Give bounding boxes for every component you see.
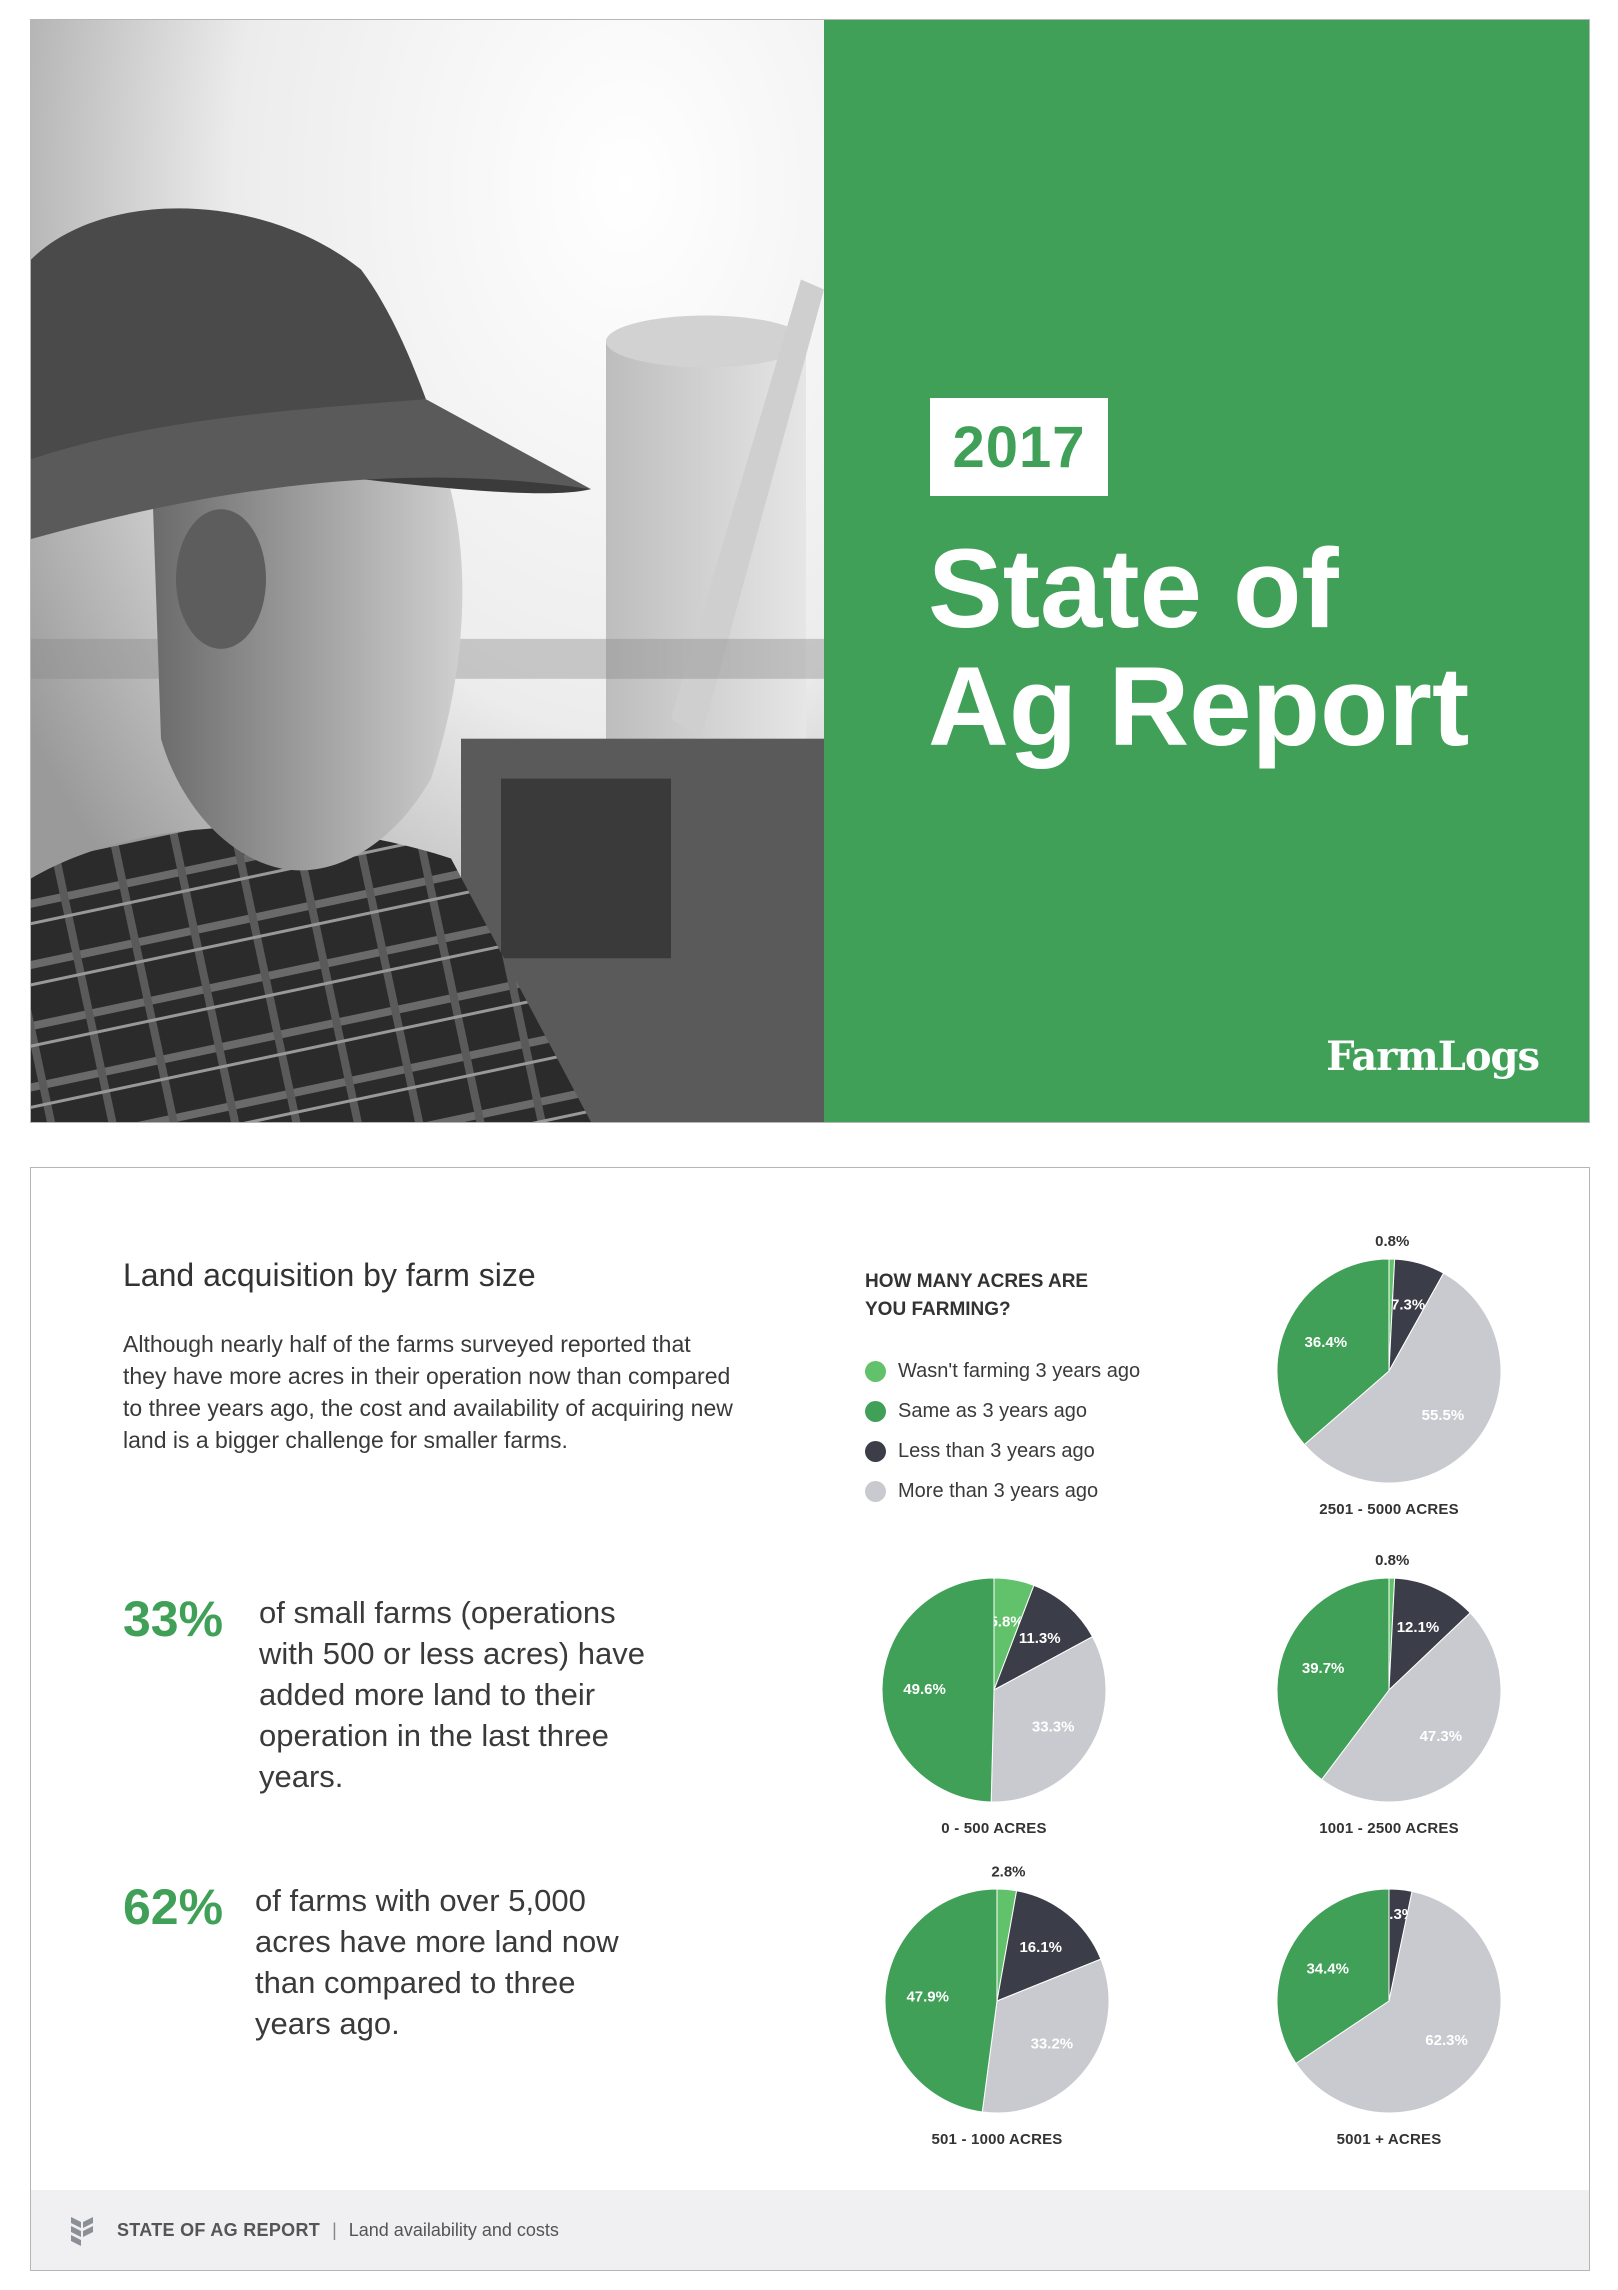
pie-slice-label: 34.4% xyxy=(1306,1960,1349,1977)
pie-slice xyxy=(993,1584,1094,1692)
pie-chart: 3.3% 62.3% 34.4% 5001 + ACRES xyxy=(1229,1863,1549,2163)
pie-slice-label: 47.3% xyxy=(1420,1728,1463,1745)
pie-slice xyxy=(1276,1888,1390,2065)
year-badge: 2017 xyxy=(930,398,1108,496)
farmlogs-logo: FarmLogs xyxy=(1326,1033,1540,1080)
pie-slice-label: 12.1% xyxy=(1397,1619,1440,1636)
section-title: Land acquisition by farm size xyxy=(123,1257,536,1293)
legend-swatch xyxy=(865,1480,886,1502)
footer-title: STATE OF AG REPORT xyxy=(117,2219,321,2240)
stat-text: of farms with over 5,000 acres have more… xyxy=(255,1883,619,2041)
pie-slice xyxy=(1303,1272,1502,1484)
pie-svg: 3.3%62.3%34.4% xyxy=(1276,1888,1502,2114)
pie-slice xyxy=(1320,1612,1502,1803)
pie-slice-label: 39.7% xyxy=(1302,1660,1345,1677)
pie-slice-label: 33.2% xyxy=(1031,2036,1074,2053)
pie-slice-label: 47.9% xyxy=(906,1988,949,2005)
pie-chart: 0.8% 7.3% 55.5% 36.4% 2501 - 5000 ACRES xyxy=(1229,1233,1549,1533)
pie-chart: 0.8% 12.1% 47.3% 39.7% 1001 - 2500 ACRES xyxy=(1229,1552,1549,1852)
legend-item: More than 3 years ago xyxy=(865,1471,1140,1511)
pie-svg: 5.8%11.3% 33.3% 49.6% xyxy=(881,1577,1107,1803)
legend-swatch xyxy=(865,1440,886,1462)
pie-slice-label: 55.5% xyxy=(1422,1407,1465,1424)
pie-caption: 501 - 1000 ACRES xyxy=(931,2131,1063,2148)
report-title-line1: State of xyxy=(928,526,1339,651)
pie-svg: 0.8% 12.1% 47.3% 39.7% xyxy=(1276,1552,1502,1803)
wheat-logo-icon xyxy=(71,2217,93,2246)
pie-slice-label: 62.3% xyxy=(1425,2032,1468,2049)
pie-svg: 0.8% 7.3% 55.5% 36.4% xyxy=(1276,1233,1502,1484)
pie-slice-label: 2.8% xyxy=(991,1864,1025,1881)
pie-chart: 5.8% 11.3% 33.3% 49.6% 0 - 500 ACRES xyxy=(834,1552,1154,1852)
pie-slice-label: 36.4% xyxy=(1305,1334,1348,1351)
intro-paragraph: Although nearly half of the farms survey… xyxy=(123,1331,733,1453)
pie-slice-label: 49.6% xyxy=(903,1681,946,1698)
stat-value: 33% xyxy=(123,1591,224,1647)
stat-large-farms: 62% of farms with over 5,000 acres have … xyxy=(123,1880,655,2044)
pie-slice-label: 0.8% xyxy=(1375,1233,1409,1250)
pie-slice xyxy=(1276,1577,1390,1781)
legend-swatch xyxy=(865,1400,886,1422)
year-label: 2017 xyxy=(952,414,1086,480)
legend-label: Same as 3 years ago xyxy=(898,1399,1087,1422)
pie-slice xyxy=(1295,1890,1502,2114)
pie-slice-label: 0.8% xyxy=(1375,1552,1409,1569)
content-page: Land acquisition by farm size Although n… xyxy=(30,1167,1590,2271)
pie-slice-label: 7.3% xyxy=(1391,1296,1425,1313)
stat-value: 62% xyxy=(123,1879,224,1935)
pie-slice xyxy=(990,1635,1107,1803)
cover-page: 2017 State of Ag Report FarmLogs xyxy=(30,19,1590,1123)
legend-item: Same as 3 years ago xyxy=(865,1391,1140,1431)
pie-caption: 5001 + ACRES xyxy=(1336,2131,1442,2148)
pie-chart: 2.8% 16.1% 33.2% 47.9% 501 - 1000 ACRES xyxy=(837,1863,1157,2163)
pie-slice xyxy=(996,1890,1102,2002)
pie-slice xyxy=(981,1958,1110,2114)
legend-label: Wasn't farming 3 years ago xyxy=(898,1359,1141,1382)
footer-subtitle: Land availability and costs xyxy=(348,2219,559,2240)
pie-slice xyxy=(1388,1577,1471,1692)
stat-small-farms: 33% of small farms (operations with 500 … xyxy=(123,1592,659,1797)
legend-label: More than 3 years ago xyxy=(898,1479,1099,1502)
pie-caption: 1001 - 2500 ACRES xyxy=(1319,1820,1459,1837)
cover-title-panel: 2017 State of Ag Report FarmLogs xyxy=(824,20,1589,1122)
report-title: State of Ag Report xyxy=(928,530,1568,766)
pie-svg: 2.8% 16.1% 33.2% 47.9% xyxy=(884,1864,1110,2114)
legend-label: Less than 3 years ago xyxy=(898,1439,1095,1462)
pie-caption: 0 - 500 ACRES xyxy=(941,1820,1047,1837)
farmer-photo-icon xyxy=(31,20,824,1122)
footer-separator: | xyxy=(332,2219,337,2240)
pie-slice-label: 16.1% xyxy=(1019,1939,1062,1956)
page-footer: STATE OF AG REPORT | Land availability a… xyxy=(31,2190,1589,2270)
pie-slice-label: 5.8% xyxy=(989,1614,1023,1631)
pie-slice-label: 11.3% xyxy=(1019,1630,1061,1647)
report-title-line2: Ag Report xyxy=(928,644,1470,769)
chart-legend: Wasn't farming 3 years ago Same as 3 yea… xyxy=(865,1351,1140,1511)
legend-item: Less than 3 years ago xyxy=(865,1431,1140,1471)
pie-caption: 2501 - 5000 ACRES xyxy=(1319,1501,1459,1518)
stat-text: of small farms (operations with 500 or l… xyxy=(259,1595,645,1794)
legend-item: Wasn't farming 3 years ago xyxy=(865,1351,1140,1391)
pie-slice xyxy=(1276,1258,1390,1446)
legend-swatch xyxy=(865,1360,886,1382)
pie-slice xyxy=(881,1577,995,1803)
pie-slice-label: 33.3% xyxy=(1032,1718,1075,1735)
pie-slice xyxy=(884,1888,998,2113)
chart-question: HOW MANY ACRES ARE YOU FARMING? xyxy=(865,1271,1089,1320)
